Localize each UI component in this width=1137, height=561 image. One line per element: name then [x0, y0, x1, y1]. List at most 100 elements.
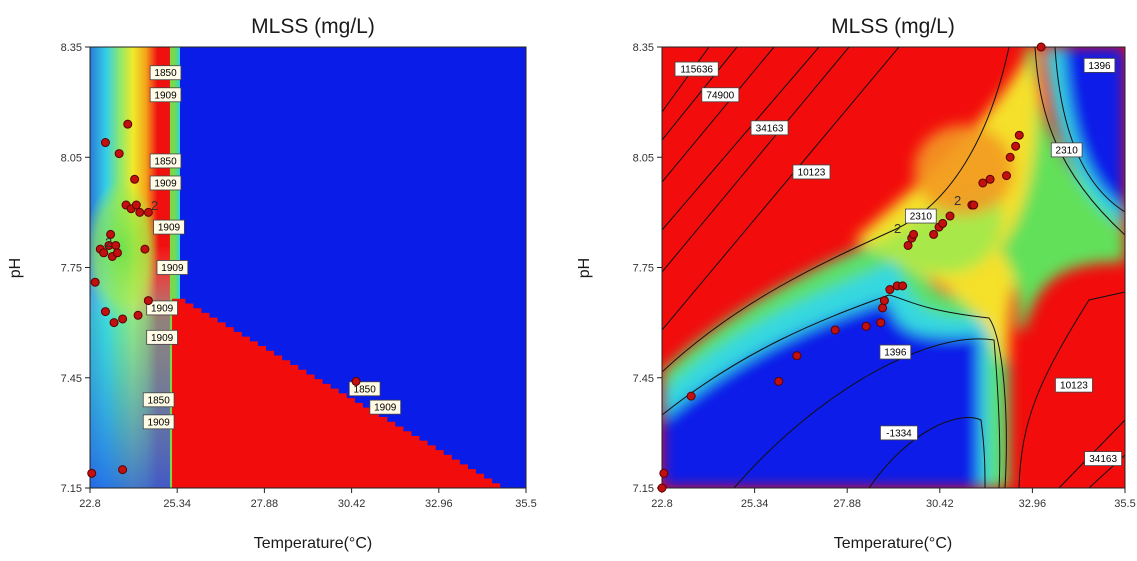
- data-point: [898, 281, 908, 291]
- x-tick-label: 35.5: [515, 498, 536, 510]
- right-heatmap: [662, 47, 1125, 488]
- y-tick-label: 8.05: [633, 152, 654, 164]
- data-point: [109, 318, 119, 328]
- contour-label-text: 1396: [1088, 61, 1111, 72]
- contour-label: 2310: [1050, 142, 1083, 158]
- contour-label-text: 1909: [151, 333, 174, 344]
- data-point: [1014, 130, 1024, 140]
- contour-line: [662, 294, 1007, 488]
- contour-label: 115636: [674, 61, 719, 77]
- y-tick-label: 7.45: [633, 373, 654, 385]
- contour-label-text: -1334: [886, 428, 912, 439]
- x-tick-label: 30.42: [338, 498, 366, 510]
- y-tick-label: 8.35: [61, 42, 82, 54]
- contour-label: 1396: [879, 344, 912, 360]
- contour-line: [662, 47, 900, 331]
- contour-line: [662, 47, 820, 231]
- right-contour-labels: 115636 74900 34163 10123 2310 2310 1396 1396 -13…: [674, 57, 1123, 467]
- x-tick-label: 30.42: [926, 498, 954, 510]
- data-point: [351, 376, 361, 386]
- contour-label-box: [701, 87, 740, 103]
- contour-label: 74900: [701, 87, 740, 103]
- contour-label: 1909: [156, 260, 189, 275]
- contour-label-text: 1850: [154, 68, 177, 79]
- contour-label-box: [142, 414, 175, 430]
- contour-label: 1850: [142, 392, 175, 408]
- contour-label-box: [674, 61, 719, 77]
- contour-label-box: [149, 153, 182, 169]
- data-point: [1036, 42, 1046, 52]
- data-point: [112, 248, 122, 258]
- data-point: [929, 229, 939, 239]
- data-point: [143, 296, 153, 306]
- data-point: [945, 211, 955, 221]
- right-points: [657, 42, 1046, 493]
- data-point: [969, 200, 979, 210]
- contour-label-text: 1909: [148, 417, 171, 428]
- contour-label-text: 1909: [154, 178, 177, 189]
- y-tick-label: 8.05: [61, 152, 82, 164]
- data-point: [140, 244, 150, 254]
- data-point: [100, 307, 110, 317]
- contour-label-box: [1055, 377, 1093, 393]
- data-point: [774, 376, 784, 386]
- data-point: [903, 240, 913, 250]
- data-point: [131, 200, 141, 210]
- contour-label-box: [879, 344, 912, 360]
- data-point: [118, 314, 128, 324]
- y-tick-label: 7.75: [61, 263, 82, 275]
- data-point: [1002, 171, 1012, 181]
- data-point: [87, 468, 97, 478]
- x-tick-label: 27.88: [251, 498, 279, 510]
- left-red-region: [172, 298, 501, 488]
- contour-line: [1018, 291, 1125, 488]
- data-point: [879, 296, 889, 306]
- y-axis-title: pH: [7, 258, 24, 278]
- contour-label: 1909: [146, 329, 178, 345]
- data-point: [135, 207, 145, 217]
- contour-label-box: [146, 300, 178, 316]
- contour-label-box: [880, 425, 918, 441]
- data-point: [123, 119, 133, 129]
- right-axes: 22.8 25.34 27.88 30.42 32.96 35.5 7.15 7.45 7.75…: [633, 42, 1136, 510]
- contour-label-box: [149, 87, 182, 103]
- right-ridge-cross: [999, 47, 1125, 330]
- y-tick-label: 8.35: [633, 42, 654, 54]
- contour-label-text: 115636: [680, 65, 713, 76]
- contour-label: 1396: [1083, 57, 1116, 73]
- contour-label-box: [146, 329, 178, 345]
- chart-right: MLSS (mg/L) pH Temperature(°C) 22.8 25.34…: [569, 0, 1137, 561]
- x-tick-label: 35.5: [1114, 498, 1135, 510]
- right-orange-core: [914, 125, 1014, 215]
- data-point: [659, 468, 669, 478]
- contour-label-text: 2310: [910, 212, 933, 223]
- data-point: [885, 285, 895, 295]
- contour-label: 1909: [369, 399, 402, 415]
- contour-label: -1334: [880, 425, 918, 441]
- contour-line: [1054, 47, 1125, 213]
- y-tick-label: 7.15: [633, 483, 654, 495]
- contour-label-text: 1396: [884, 348, 907, 359]
- contour-label-text: 1850: [354, 384, 377, 395]
- data-point: [985, 174, 995, 184]
- contour-label-box: [149, 175, 182, 191]
- x-tick-label: 27.88: [833, 498, 861, 510]
- data-point: [130, 174, 140, 184]
- contour-line: [662, 47, 775, 183]
- contour-label-box: [1084, 451, 1123, 467]
- x-axis-title: Temperature(°C): [254, 535, 372, 552]
- data-point: [830, 325, 840, 335]
- contour-label: 10123: [792, 164, 831, 180]
- contour-label-box: [156, 260, 189, 275]
- contour-label-text: 1850: [148, 395, 171, 406]
- data-point: [792, 351, 802, 361]
- left-points: [87, 119, 361, 478]
- contour-label-text: 74900: [706, 90, 734, 101]
- contour-label-text: 1909: [154, 90, 177, 101]
- chart-left: MLSS (mg/L) pH Temperature(°C) 22.8 25.34…: [0, 0, 568, 561]
- right-topright-blue: [1057, 47, 1125, 215]
- data-point: [978, 178, 988, 188]
- contour-label: 10123: [1055, 377, 1093, 393]
- data-point: [876, 318, 886, 328]
- contour-label: 34163: [1084, 451, 1123, 467]
